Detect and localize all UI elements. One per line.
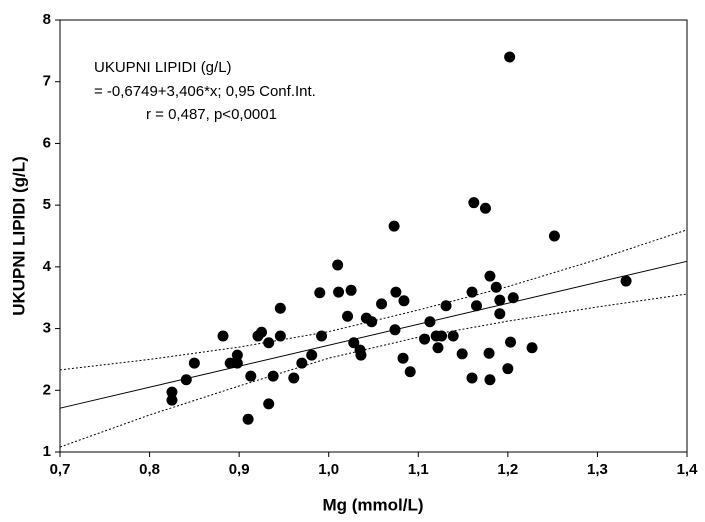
point	[188, 357, 200, 369]
y-tick-label: 7	[43, 73, 51, 90]
point	[526, 342, 538, 354]
point	[466, 372, 478, 384]
x-tick-label: 1,3	[587, 461, 608, 478]
point	[166, 394, 178, 406]
point	[288, 372, 300, 384]
point	[447, 330, 459, 342]
point	[502, 363, 514, 375]
point	[490, 281, 502, 293]
x-tick-label: 1,1	[408, 461, 429, 478]
point	[245, 370, 257, 382]
x-tick-label: 0,8	[139, 461, 160, 478]
point	[345, 284, 357, 296]
point	[471, 300, 483, 312]
point	[404, 366, 416, 378]
point	[242, 413, 254, 425]
point	[483, 347, 495, 359]
point	[466, 286, 478, 298]
regression-line	[59, 260, 688, 409]
point	[504, 51, 516, 63]
x-tick-label: 0,9	[229, 461, 250, 478]
y-tick-label: 3	[43, 320, 51, 337]
annotation: r = 0,487, p<0,0001	[146, 106, 277, 123]
point	[440, 300, 452, 312]
confidence-band	[59, 229, 688, 371]
point	[494, 308, 506, 320]
x-tick-label: 0,7	[50, 461, 71, 478]
point	[398, 295, 410, 307]
point	[306, 349, 318, 361]
point	[342, 310, 354, 322]
point	[180, 374, 192, 386]
point	[274, 302, 286, 314]
point	[436, 330, 448, 342]
point	[314, 287, 326, 299]
point	[484, 270, 496, 282]
point	[256, 326, 268, 338]
point	[366, 316, 378, 328]
point	[348, 337, 360, 349]
y-tick-label: 8	[43, 11, 51, 28]
point	[316, 330, 328, 342]
point	[456, 348, 468, 360]
point	[263, 398, 275, 410]
plot-frame	[59, 19, 688, 453]
point	[424, 316, 436, 328]
point	[274, 330, 286, 342]
y-tick-label: 5	[43, 196, 51, 213]
point	[389, 324, 401, 336]
x-tick-label: 1,4	[677, 461, 699, 478]
annotation: UKUPNI LIPIDI (g/L)	[94, 59, 232, 76]
annotation: = -0,6749+3,406*x; 0,95 Conf.Int.	[94, 83, 316, 100]
point	[296, 357, 308, 369]
point	[620, 275, 632, 287]
point	[397, 352, 409, 364]
x-tick-label: 1,0	[318, 461, 339, 478]
point	[432, 342, 444, 354]
x-tick-label: 1,2	[497, 461, 518, 478]
point	[231, 357, 243, 369]
point	[267, 370, 279, 382]
point	[507, 292, 519, 304]
point	[231, 349, 243, 361]
point	[388, 220, 400, 232]
point	[332, 259, 344, 271]
point	[468, 197, 480, 209]
point	[419, 333, 431, 345]
y-tick-label: 4	[43, 258, 52, 275]
point	[263, 337, 275, 349]
y-tick-label: 6	[43, 134, 51, 151]
point	[355, 349, 367, 361]
y-axis-label: UKUPNI LIPIDI (g/L)	[9, 156, 28, 316]
point	[548, 230, 560, 242]
point	[479, 202, 491, 214]
point	[217, 330, 229, 342]
confidence-band	[59, 293, 688, 448]
point	[484, 374, 496, 386]
y-tick-label: 2	[43, 381, 51, 398]
x-axis-label: Mg (mmol/L)	[322, 495, 423, 514]
point	[166, 386, 178, 398]
y-tick-label: 1	[43, 443, 51, 460]
point	[494, 294, 506, 306]
point	[333, 286, 345, 298]
point	[390, 286, 402, 298]
point	[505, 336, 517, 348]
point	[376, 298, 388, 310]
